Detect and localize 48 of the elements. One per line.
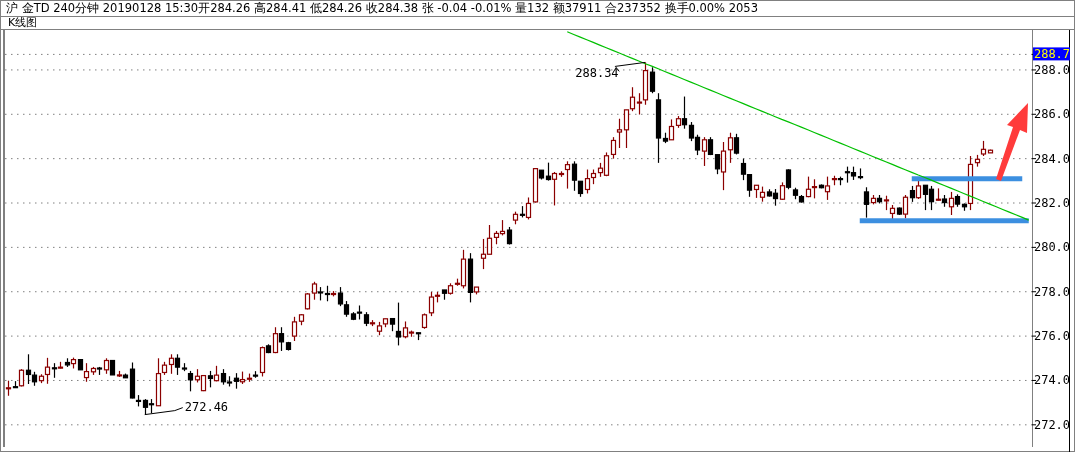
- candlestick: [187, 370, 194, 392]
- y-tick-label: 288.0: [1033, 62, 1071, 77]
- candlestick: [668, 118, 675, 141]
- candlestick: [681, 95, 688, 130]
- candlestick: [551, 171, 558, 207]
- candlestick: [915, 179, 922, 200]
- y-tick-label: 280.0: [1033, 240, 1071, 255]
- y-tick-label: 272.0: [1033, 417, 1071, 432]
- line-series: [566, 31, 1030, 221]
- candlestick: [616, 118, 623, 149]
- candlestick: [636, 92, 643, 116]
- candlestick: [571, 160, 578, 192]
- candlestick: [278, 326, 285, 352]
- candlestick: [395, 302, 402, 347]
- candlestick: [649, 66, 656, 94]
- y-tick-label: 274.0: [1033, 373, 1071, 388]
- y-tick-label: 282.0: [1033, 196, 1071, 211]
- chart-title: 沪 金TD 240分钟 20190128 15:30开284.26 高284.41 低284.26 收284.38 张 -0.04 -0.01% 量132 额37911 合237352 换手0.00% 2053: [6, 1, 758, 15]
- candlestick: [174, 353, 181, 376]
- candlestick: [168, 353, 175, 375]
- candlestick: [785, 168, 792, 190]
- candlestick: [863, 186, 870, 219]
- candlestick: [291, 316, 298, 342]
- y-tick-label: 288.7: [1033, 47, 1071, 62]
- candlestick: [948, 191, 955, 216]
- candlestick: [272, 326, 279, 354]
- annotation: 288.34: [575, 66, 619, 81]
- candlestick: [714, 154, 721, 175]
- y-tick-label: 276.0: [1033, 329, 1071, 344]
- candlestick: [44, 357, 51, 385]
- candlestick: [564, 160, 571, 190]
- candlestick: [629, 86, 636, 112]
- candlestick: [610, 136, 617, 160]
- y-tick-label: 278.0: [1033, 284, 1071, 299]
- candlestick: [623, 109, 630, 149]
- candlestick: [824, 176, 831, 201]
- candlestick: [525, 196, 532, 221]
- text: K线图: [8, 16, 38, 29]
- candlestick: [811, 178, 818, 199]
- y-tick-label: 286.0: [1033, 107, 1071, 122]
- y-tick-label: 284.0: [1033, 151, 1071, 166]
- candlestick: [902, 194, 909, 219]
- annotation: 272.46: [184, 399, 229, 414]
- candlestick: [720, 141, 727, 191]
- candlestick: [727, 132, 734, 164]
- candlestick: [701, 136, 708, 167]
- candlestick: [83, 362, 90, 383]
- candlestick: [584, 168, 591, 195]
